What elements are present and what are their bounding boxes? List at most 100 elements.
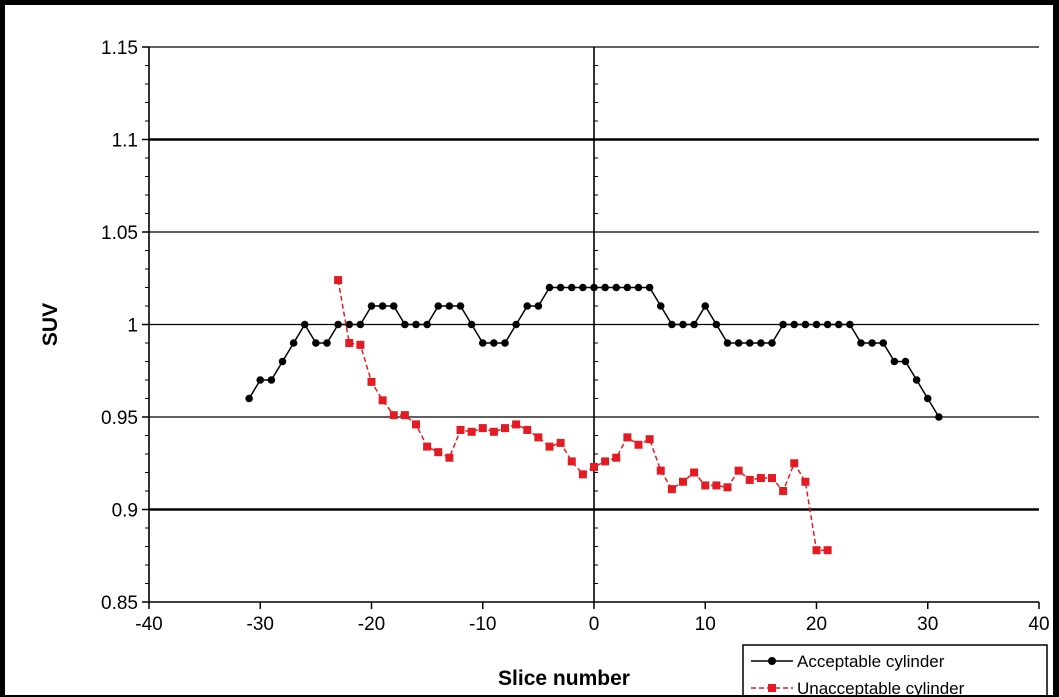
data-point [790, 459, 799, 468]
data-point [712, 481, 721, 490]
y-tick-label: 1.05 [101, 223, 138, 244]
data-point [701, 481, 710, 490]
data-point [935, 413, 943, 421]
data-point [445, 453, 454, 462]
data-point [367, 377, 376, 386]
data-point [412, 320, 420, 329]
data-point [679, 477, 687, 486]
legend-box [742, 644, 1048, 695]
legend-marker [768, 684, 776, 692]
data-point [367, 302, 376, 310]
data-point [634, 283, 643, 292]
data-point [601, 283, 609, 292]
data-point [823, 320, 832, 329]
data-point [445, 302, 454, 310]
data-point [556, 283, 565, 292]
data-point [523, 302, 532, 310]
data-point [356, 320, 365, 329]
data-point [912, 376, 921, 384]
data-point [656, 302, 665, 310]
data-point [345, 320, 354, 329]
series-line [337, 279, 828, 551]
data-point [756, 474, 765, 483]
data-point [745, 339, 754, 347]
data-point [712, 320, 721, 329]
data-point [545, 283, 554, 292]
data-point [590, 462, 598, 471]
data-point [690, 320, 698, 329]
data-point [534, 433, 543, 442]
data-point [467, 320, 476, 329]
data-point [623, 433, 632, 442]
data-point [534, 302, 543, 310]
legend-label: Acceptable cylinder [797, 652, 945, 671]
data-point [256, 376, 265, 384]
data-point [578, 470, 587, 479]
data-point [823, 546, 832, 555]
chart-frame: 0.85 0.9 0.95 1 1.05 1.1 1.15 -40 -30 -20 -10 0 10 20… [5, 5, 1053, 695]
x-tick-label: 0 [589, 614, 600, 635]
data-point [245, 394, 253, 403]
data-point [890, 357, 899, 366]
data-point [901, 357, 910, 366]
y-tick-label: 1 [127, 316, 138, 337]
y-tick-label: 1.1 [112, 131, 138, 152]
data-point [512, 420, 521, 429]
data-point [734, 466, 743, 475]
axes [142, 46, 1040, 609]
data-point [567, 283, 576, 292]
data-point [923, 394, 932, 403]
data-point [790, 320, 799, 329]
data-point [289, 339, 298, 347]
data-point [612, 453, 621, 462]
data-point [634, 440, 643, 449]
data-point [701, 302, 710, 310]
data-point [857, 339, 865, 347]
data-point [490, 339, 498, 347]
data-point [779, 487, 788, 495]
data-point [334, 276, 343, 285]
data-point [723, 339, 732, 347]
data-point [579, 283, 587, 292]
series-acceptable-cylinder [245, 283, 943, 421]
x-tick-label: 10 [695, 614, 716, 635]
x-axis-title: Slice number [498, 667, 630, 690]
data-point [267, 376, 276, 384]
y-axis-title: SUV [39, 303, 62, 346]
data-point [400, 411, 409, 420]
data-point [389, 411, 398, 420]
x-tick-label: -20 [358, 614, 385, 635]
y-tick-label: 0.95 [101, 408, 138, 429]
data-series [245, 276, 943, 555]
x-tick-label: 20 [806, 614, 827, 635]
data-point [489, 427, 498, 436]
data-point [423, 442, 432, 451]
data-point [601, 457, 610, 466]
data-point [523, 425, 532, 434]
line-chart: 0.85 0.9 0.95 1 1.05 1.1 1.15 -40 -30 -20 -10 0 10 20… [39, 38, 1050, 695]
data-point [323, 339, 331, 347]
data-point [345, 339, 354, 347]
data-point [668, 320, 676, 329]
data-point [645, 283, 654, 292]
data-point [667, 485, 676, 494]
data-point [434, 302, 443, 310]
legend-marker [768, 657, 776, 665]
tick-labels: 0.85 0.9 0.95 1 1.05 1.1 1.15 -40 -30 -20 -10 0 10 20… [101, 38, 1050, 635]
data-point [757, 339, 765, 347]
data-point [612, 283, 621, 292]
data-point [478, 339, 487, 347]
legend-label: Unacceptable cylinder [797, 679, 965, 695]
data-point [389, 302, 398, 310]
data-point [456, 302, 465, 310]
data-point [278, 357, 287, 366]
y-tick-label: 1.15 [101, 38, 138, 59]
data-point [356, 340, 365, 349]
data-point [467, 427, 476, 436]
data-point [501, 339, 509, 347]
data-point [423, 320, 431, 329]
x-tick-label: -40 [135, 614, 162, 635]
data-point [690, 468, 699, 477]
data-point [812, 320, 821, 329]
x-tick-label: 40 [1028, 614, 1049, 635]
